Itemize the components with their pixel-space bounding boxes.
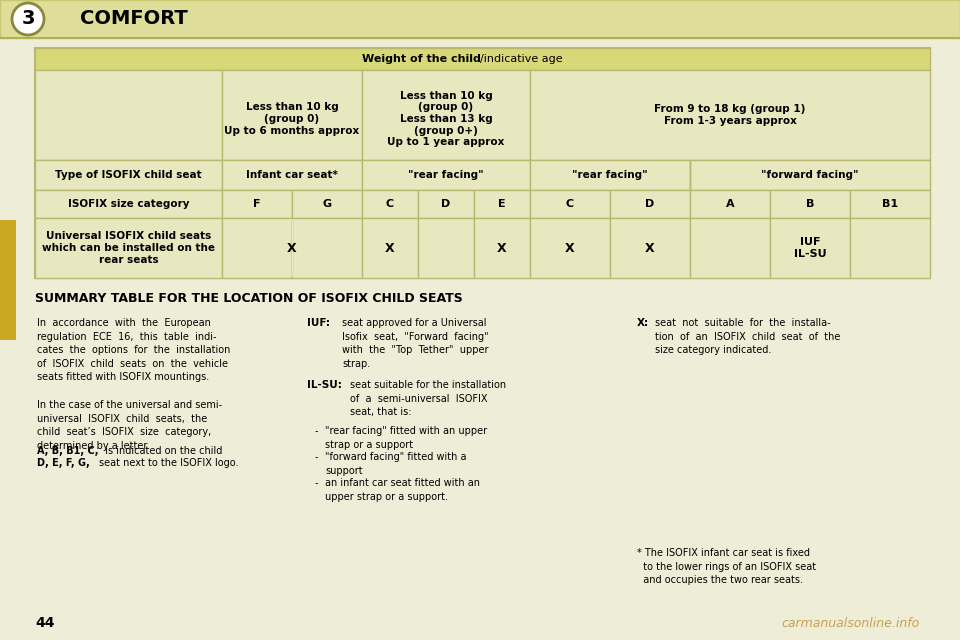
Bar (690, 218, 770, 278)
Bar (474, 218, 530, 278)
Bar (35, 48, 930, 278)
Text: IL-SU:: IL-SU: (307, 380, 342, 390)
Bar (530, 160, 690, 190)
Bar (610, 190, 690, 218)
Text: seat approved for a Universal
Isofix  seat,  "Forward  facing"
with  the  "Top  : seat approved for a Universal Isofix sea… (342, 318, 489, 369)
Text: A: A (726, 199, 734, 209)
Bar (418, 190, 474, 218)
Text: seat  not  suitable  for  the  installa-
tion  of  an  ISOFIX  child  seat  of  : seat not suitable for the installa- tion… (655, 318, 840, 355)
Text: 3: 3 (21, 10, 35, 29)
Text: C: C (566, 199, 574, 209)
Text: ISOFIX size category: ISOFIX size category (68, 199, 189, 209)
Text: -: - (315, 452, 319, 462)
Text: COMFORT: COMFORT (80, 10, 188, 29)
Text: "forward facing" fitted with a
support: "forward facing" fitted with a support (325, 452, 467, 476)
Bar (222, 160, 362, 190)
Bar (292, 190, 362, 218)
Bar (610, 218, 690, 278)
Bar (530, 70, 930, 160)
Text: X: X (385, 241, 395, 255)
Bar (530, 218, 610, 278)
Text: F: F (253, 199, 261, 209)
Text: X:: X: (637, 318, 649, 328)
Text: -: - (315, 478, 319, 488)
Text: In the case of the universal and semi-
universal  ISOFIX  child  seats,  the
chi: In the case of the universal and semi- u… (37, 400, 222, 451)
Text: Less than 10 kg
(group 0)
Up to 6 months approx: Less than 10 kg (group 0) Up to 6 months… (225, 102, 360, 136)
Circle shape (12, 3, 44, 35)
Text: X: X (497, 241, 507, 255)
Text: G: G (323, 199, 331, 209)
Text: "rear facing": "rear facing" (408, 170, 484, 180)
Text: is indicated on the child: is indicated on the child (99, 446, 223, 456)
Bar (418, 218, 474, 278)
Text: seat next to the ISOFIX logo.: seat next to the ISOFIX logo. (99, 458, 238, 468)
Text: * The ISOFIX infant car seat is fixed
  to the lower rings of an ISOFIX seat
  a: * The ISOFIX infant car seat is fixed to… (637, 548, 816, 585)
Text: X: X (645, 241, 655, 255)
Text: X: X (565, 241, 575, 255)
Bar (0, 0, 960, 38)
Text: A, B, B1, C,: A, B, B1, C, (37, 446, 99, 456)
Text: In  accordance  with  the  European
regulation  ECE  16,  this  table  indi-
cat: In accordance with the European regulati… (37, 318, 230, 382)
Bar (474, 190, 530, 218)
Text: D, E, F, G,: D, E, F, G, (37, 458, 89, 468)
Bar (35, 70, 222, 160)
Bar (690, 160, 930, 190)
Text: E: E (498, 199, 506, 209)
Bar (362, 190, 418, 218)
Bar (362, 218, 418, 278)
Text: 44: 44 (35, 616, 55, 630)
Text: From 9 to 18 kg (group 1)
From 1-3 years approx: From 9 to 18 kg (group 1) From 1-3 years… (655, 104, 805, 126)
Bar (35, 48, 930, 70)
Text: D: D (645, 199, 655, 209)
Text: an infant car seat fitted with an
upper strap or a support.: an infant car seat fitted with an upper … (325, 478, 480, 502)
Text: X: X (287, 241, 297, 255)
Bar (362, 160, 530, 190)
Text: seat suitable for the installation
of  a  semi-universal  ISOFIX
seat, that is:: seat suitable for the installation of a … (350, 380, 506, 417)
Bar (35, 160, 222, 190)
Text: SUMMARY TABLE FOR THE LOCATION OF ISOFIX CHILD SEATS: SUMMARY TABLE FOR THE LOCATION OF ISOFIX… (35, 292, 463, 305)
Text: -: - (315, 426, 319, 436)
Text: Type of ISOFIX child seat: Type of ISOFIX child seat (55, 170, 202, 180)
Text: IUF
IL-SU: IUF IL-SU (794, 237, 827, 259)
Text: "rear facing" fitted with an upper
strap or a support: "rear facing" fitted with an upper strap… (325, 426, 487, 449)
Text: C: C (386, 199, 394, 209)
Text: "forward facing": "forward facing" (761, 170, 859, 180)
Bar (362, 70, 530, 160)
Bar (35, 218, 222, 278)
Text: Universal ISOFIX child seats
which can be installed on the
rear seats: Universal ISOFIX child seats which can b… (42, 232, 215, 264)
Bar (292, 219, 293, 277)
Bar (850, 218, 930, 278)
Bar (850, 190, 930, 218)
Bar (530, 190, 610, 218)
Text: IUF:: IUF: (307, 318, 330, 328)
Bar (770, 218, 850, 278)
Bar (222, 218, 292, 278)
Bar (770, 190, 850, 218)
Bar (222, 190, 292, 218)
Text: Less than 10 kg
(group 0)
Less than 13 kg
(group 0+)
Up to 1 year approx: Less than 10 kg (group 0) Less than 13 k… (387, 91, 505, 147)
Bar (690, 190, 770, 218)
Bar (222, 70, 362, 160)
Text: "rear facing": "rear facing" (572, 170, 648, 180)
Bar (35, 190, 222, 218)
Text: D: D (442, 199, 450, 209)
Text: Weight of the child: Weight of the child (362, 54, 481, 64)
Text: B1: B1 (882, 199, 898, 209)
Bar (292, 218, 362, 278)
Text: Infant car seat*: Infant car seat* (246, 170, 338, 180)
Text: carmanualsonline.info: carmanualsonline.info (781, 617, 920, 630)
Text: B: B (805, 199, 814, 209)
Bar (0, 220, 16, 340)
Text: /indicative age: /indicative age (481, 54, 564, 64)
